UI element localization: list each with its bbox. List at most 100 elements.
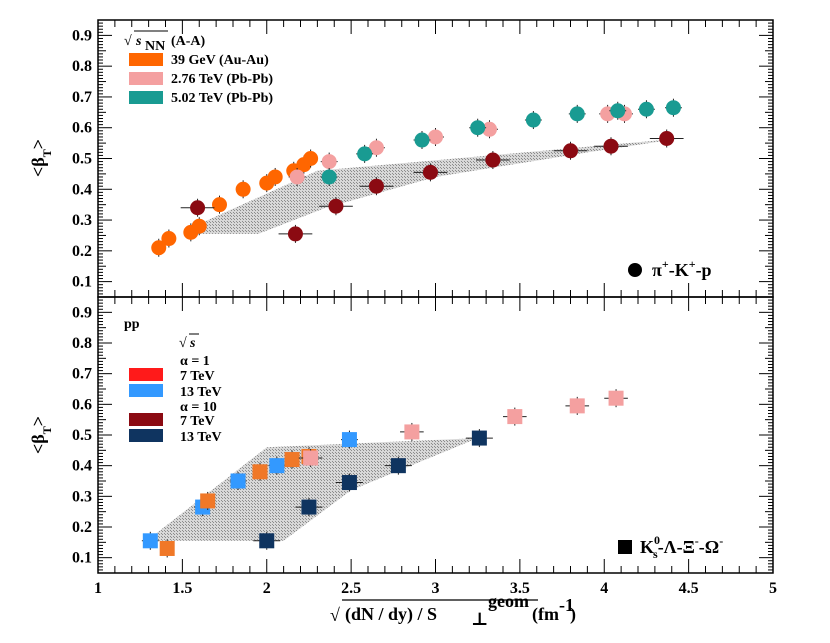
annotation-circle-marker xyxy=(628,263,642,277)
data-point-0-1-3 xyxy=(428,129,443,145)
data-point-0-0-10 xyxy=(303,151,319,166)
data-point-0-0-5 xyxy=(235,181,251,197)
x-title-close: ) xyxy=(570,604,576,625)
top-axis-ticks: 0.1 0.2 0.3 0.4 0.5 0.6 0.7 0.8 0.9 xyxy=(72,19,774,298)
y-tick-label: 0.4 xyxy=(72,181,92,198)
data-point-0-3-6 xyxy=(563,143,578,159)
data-point-0-3-0 xyxy=(190,200,206,216)
y-tick-label: 0.3 xyxy=(72,488,92,505)
data-point-1-4-3 xyxy=(284,452,300,468)
bottom-annotation: K0 s-Λ-Ξ--Ω- xyxy=(618,533,723,561)
data-point-1-3-0 xyxy=(259,533,275,549)
x-tick-label: 2 xyxy=(263,580,271,597)
y-tick-label: 0.2 xyxy=(72,519,92,536)
data-point-0-1-1 xyxy=(321,154,337,170)
legend-label-7tev-a1: 7 TeV xyxy=(180,369,215,384)
data-point-1-4-1 xyxy=(200,493,216,509)
data-point-0-2-7 xyxy=(638,101,654,117)
data-point-1-1-3 xyxy=(269,458,285,474)
legend-label-276tev: 2.76 TeV (Pb-Pb) xyxy=(171,72,273,87)
svg-text:K0s-Λ-Ξ--Ω-: K0 s-Λ-Ξ--Ω- xyxy=(640,533,723,561)
annotation-square-marker xyxy=(618,540,632,554)
data-point-0-2-0 xyxy=(321,169,337,185)
data-point-0-1-2 xyxy=(368,140,384,156)
y-tick-label: 0.8 xyxy=(72,335,92,352)
ann-p: -p xyxy=(696,260,712,280)
legend-swatch-276tev xyxy=(129,72,163,85)
legend-title-s: s xyxy=(135,34,142,49)
y-tick-label: 0.1 xyxy=(72,550,92,567)
legend-swatch-502tev xyxy=(129,91,163,104)
ann-plus1: + xyxy=(662,257,669,271)
ann-zero: 0 xyxy=(654,533,660,547)
y-tick-label: 0.9 xyxy=(72,304,92,321)
y-tick-label: 0.5 xyxy=(72,151,92,168)
legend-swatch-39gev xyxy=(129,53,163,66)
legend-label-502tev: 5.02 TeV (Pb-Pb) xyxy=(171,91,273,106)
legend-label-7tev-a10: 7 TeV xyxy=(180,414,215,429)
data-point-0-0-4 xyxy=(212,197,227,213)
data-point-1-4-2 xyxy=(252,464,268,480)
data-point-0-1-4 xyxy=(482,121,497,137)
ann-omega: -Ω xyxy=(699,537,719,557)
data-point-1-5-2 xyxy=(569,398,585,414)
x-tick-label: 1 xyxy=(94,580,102,597)
data-point-0-3-8 xyxy=(659,130,675,146)
data-point-1-3-2 xyxy=(341,475,357,491)
data-point-0-2-6 xyxy=(610,103,626,119)
legend-sqrt-s-sym: s xyxy=(189,336,196,351)
legend-sqrt-s: √ s xyxy=(179,333,199,351)
data-point-1-3-3 xyxy=(390,458,406,474)
data-point-0-2-2 xyxy=(414,132,430,148)
x-tick-label: 4 xyxy=(600,580,608,597)
data-point-1-3-4 xyxy=(471,430,487,446)
y-tick-label: 0.5 xyxy=(72,427,92,444)
x-title-main: (dN / dy) / S xyxy=(345,604,437,625)
data-point-0-2-3 xyxy=(470,120,486,136)
ann-plus2: + xyxy=(689,257,696,271)
legend-swatch-7tev-a10 xyxy=(129,413,163,426)
legend-title-aa: (A-A) xyxy=(171,34,206,49)
data-point-0-3-1 xyxy=(287,226,303,242)
top-legend-title: √ s NN (A-A) xyxy=(124,30,206,54)
bottom-data-points xyxy=(141,389,628,558)
legend-swatch-13tev-a1 xyxy=(129,384,163,397)
legend-swatch-13tev-a10 xyxy=(129,429,163,442)
data-point-0-3-7 xyxy=(603,138,619,154)
y-tick-label: 0.1 xyxy=(72,274,92,291)
y-tick-label: 0.3 xyxy=(72,212,92,229)
data-point-0-2-8 xyxy=(665,100,681,116)
data-point-1-1-4 xyxy=(341,432,357,448)
data-point-1-5-1 xyxy=(507,409,523,425)
bottom-y-axis-title: <βT> xyxy=(28,416,54,454)
y-tick-label: 0.6 xyxy=(72,120,92,137)
legend-swatch-7tev-a1 xyxy=(129,368,163,381)
legend-title-nn: NN xyxy=(145,39,165,54)
top-data-points xyxy=(151,98,684,257)
x-title-root: √ xyxy=(330,605,340,625)
legend-label-39gev: 39 GeV (Au-Au) xyxy=(171,53,269,68)
top-band-layer xyxy=(190,138,681,234)
data-point-0-0-7 xyxy=(267,169,283,185)
data-point-1-4-0 xyxy=(159,540,175,556)
top-annotation: π+-K+-p xyxy=(628,257,712,280)
x-tick-label: 5 xyxy=(769,580,777,597)
ann-pi: π xyxy=(652,260,662,280)
x-tick-label: 4.5 xyxy=(679,580,699,597)
x-tick-label: 3.5 xyxy=(510,580,530,597)
legend-alpha-1: α = 1 xyxy=(180,354,210,369)
legend-label-13tev-a1: 13 TeV xyxy=(180,385,222,400)
y-tick-label: 0.2 xyxy=(72,243,92,260)
x-tick-label: 3 xyxy=(432,580,440,597)
data-point-0-0-0 xyxy=(151,240,167,256)
data-point-0-2-4 xyxy=(525,112,541,128)
data-point-0-0-3 xyxy=(191,218,207,234)
ann-xi-minus: - xyxy=(695,534,699,548)
ann-k2: K xyxy=(640,537,654,557)
legend-title-root: √ xyxy=(124,34,132,49)
ann-lambda-xi: -Λ-Ξ xyxy=(658,537,695,557)
y-tick-label: 0.4 xyxy=(72,458,92,475)
ann-k: -K xyxy=(669,260,689,280)
top-legend: √ s NN (A-A) 39 GeV (Au-Au) 2.76 TeV (Pb… xyxy=(124,30,273,106)
x-title-unit-exp: -1 xyxy=(559,595,574,615)
